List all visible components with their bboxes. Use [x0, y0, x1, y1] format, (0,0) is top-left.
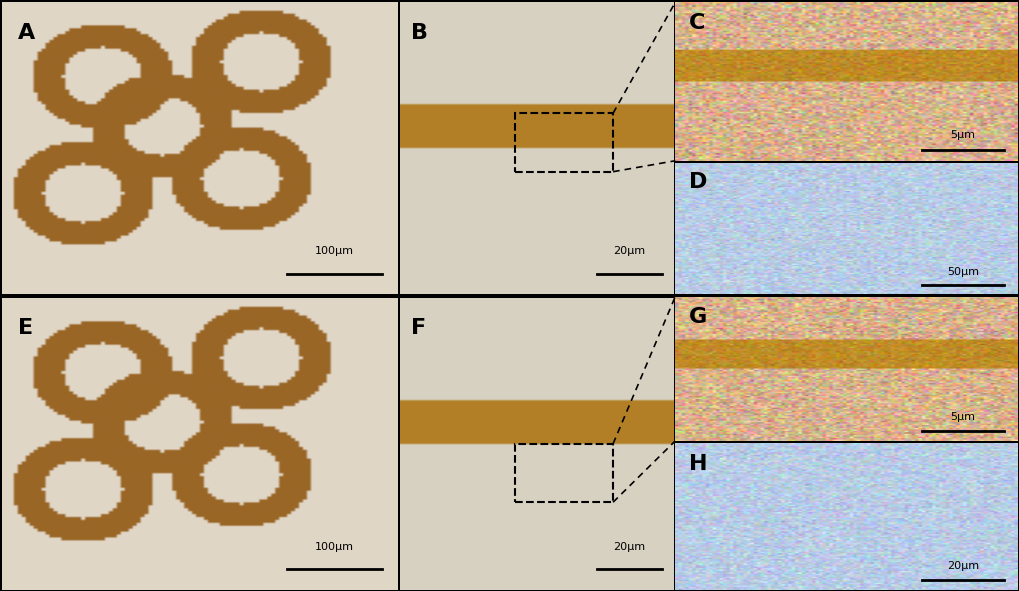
Text: 100μm: 100μm [315, 246, 354, 256]
Text: 50μm: 50μm [947, 267, 978, 277]
Text: A: A [18, 23, 35, 43]
Text: 20μm: 20μm [612, 246, 645, 256]
Text: E: E [18, 319, 33, 338]
Text: B: B [411, 23, 427, 43]
Text: H: H [688, 453, 707, 473]
Text: 5μm: 5μm [950, 130, 974, 140]
Text: 20μm: 20μm [612, 542, 645, 552]
Text: G: G [688, 307, 706, 327]
Text: D: D [688, 173, 706, 192]
Text: 5μm: 5μm [950, 412, 974, 422]
Text: 20μm: 20μm [946, 561, 978, 571]
Text: F: F [411, 319, 426, 338]
Text: 100μm: 100μm [315, 542, 354, 552]
Text: C: C [688, 14, 704, 34]
